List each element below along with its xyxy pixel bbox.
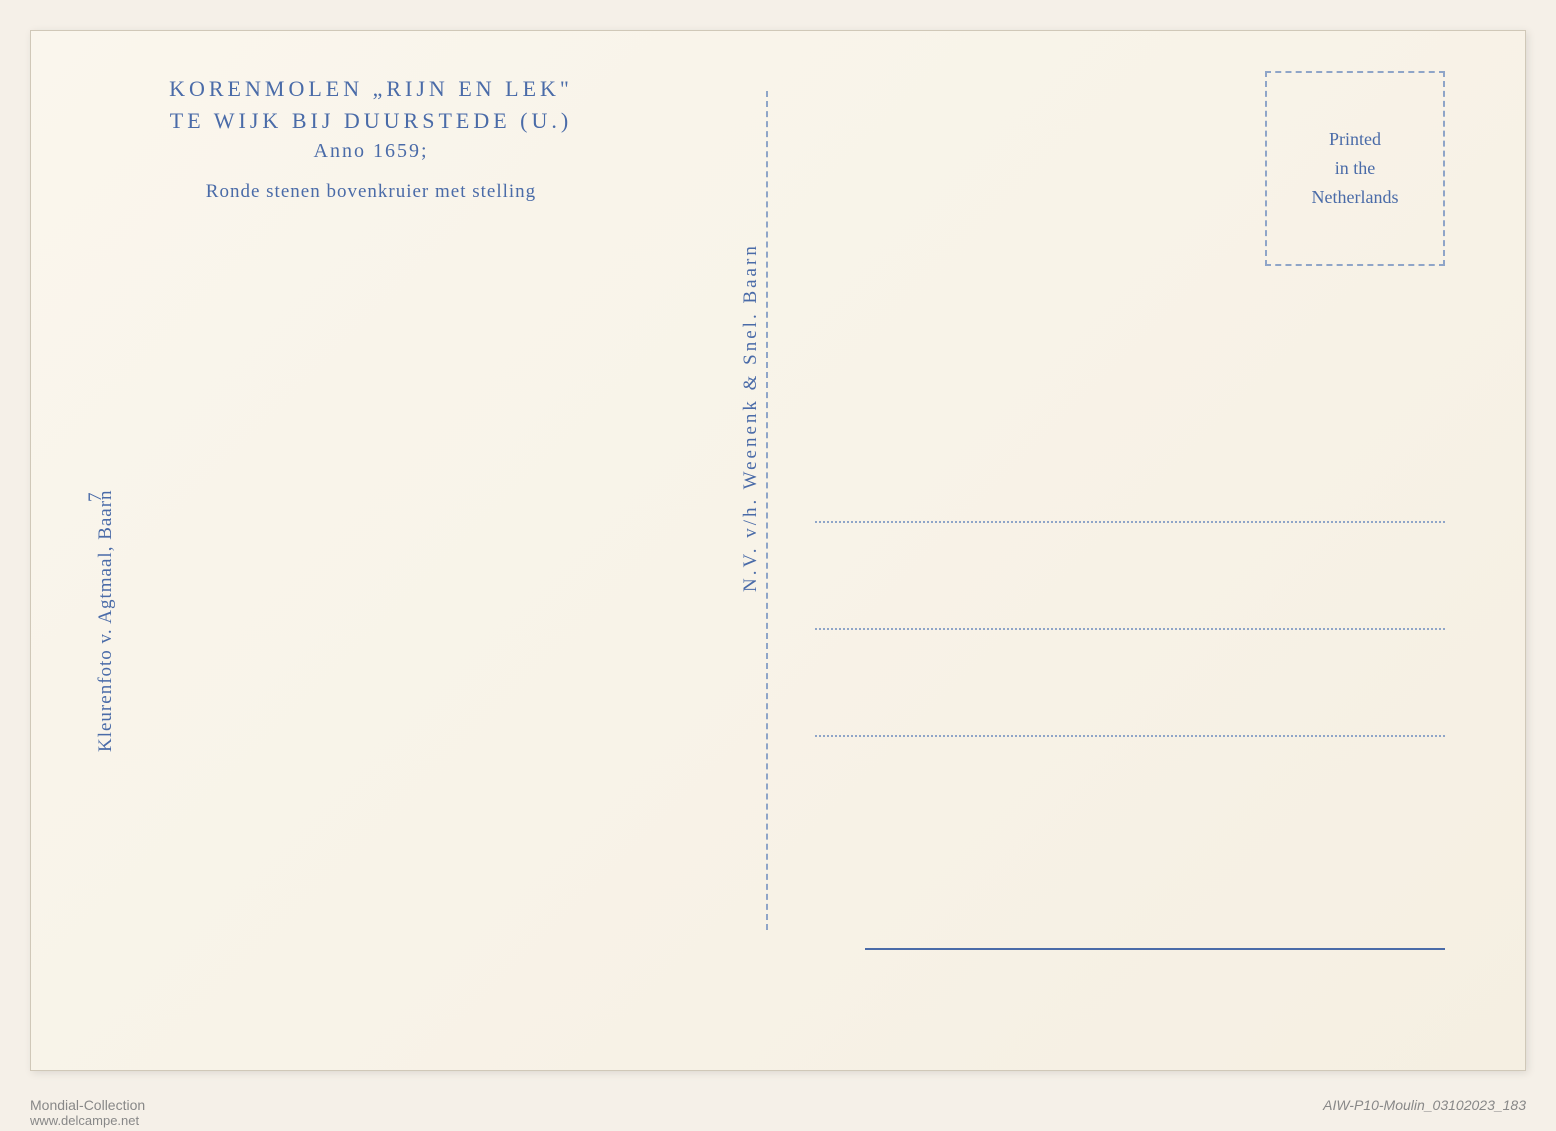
vertical-divider (766, 91, 768, 930)
watermark-collection: Mondial-Collection (30, 1097, 145, 1113)
address-line-2 (815, 628, 1445, 630)
header-block: KORENMOLEN „RIJN EN LEK" TE WIJK BIJ DUU… (131, 76, 611, 203)
bottom-line (865, 948, 1445, 950)
watermark-url: www.delcampe.net (30, 1113, 139, 1128)
stamp-text-3: Netherlands (1312, 187, 1399, 208)
address-area (815, 521, 1445, 842)
stamp-text-2: in the (1335, 158, 1376, 179)
address-line-1 (815, 521, 1445, 523)
stamp-text-1: Printed (1329, 129, 1381, 150)
card-number: 7 (85, 493, 107, 503)
watermark-id: AIW-P10-Moulin_03102023_183 (1323, 1097, 1526, 1113)
title-line-2: TE WIJK BIJ DUURSTEDE (U.) (131, 108, 611, 134)
description-text: Ronde stenen bovenkruier met stelling (131, 181, 611, 203)
stamp-placeholder: Printed in the Netherlands (1265, 71, 1445, 266)
anno-text: Anno 1659; (131, 140, 611, 163)
title-line-1: KORENMOLEN „RIJN EN LEK" (131, 76, 611, 102)
photographer-text: Kleurenfoto v. Agtmaal, Baarn (95, 489, 117, 752)
address-line-3 (815, 735, 1445, 737)
publisher-text: N.V. v/h. Weenenk & Snel. Baarn (740, 243, 762, 592)
postcard-back: KORENMOLEN „RIJN EN LEK" TE WIJK BIJ DUU… (30, 30, 1526, 1071)
